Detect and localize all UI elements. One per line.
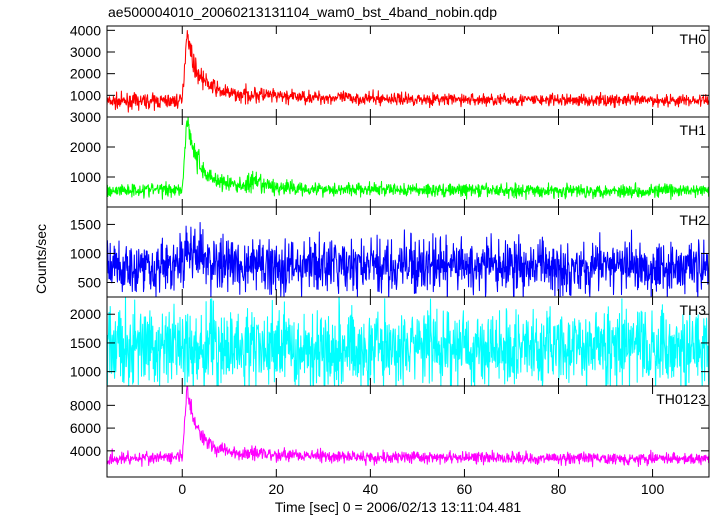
x-axis-label: Time [sec] 0 = 2006/02/13 13:11:04.481: [275, 499, 522, 515]
x-tick-label: 100: [641, 481, 665, 497]
x-tick-label: 40: [363, 481, 379, 497]
y-tick-label: 1500: [70, 335, 101, 351]
panel-th1: 1000 2000 3000 TH1: [70, 109, 710, 208]
panel-label: TH2: [680, 212, 707, 228]
y-tick-label: 500: [78, 274, 102, 290]
y-tick-label: 3000: [70, 109, 101, 125]
panel-th0: 1000 2000 3000 4000 TH0: [70, 22, 710, 118]
y-axis-label: Counts/sec: [33, 224, 49, 294]
series-line-th3: [107, 297, 709, 386]
panel-label: TH0: [680, 31, 707, 47]
y-tick-label: 8000: [70, 397, 101, 413]
panel-label: TH0123: [656, 391, 706, 407]
y-tick-label: 2000: [70, 306, 101, 322]
panel-label: TH1: [680, 122, 707, 138]
y-tick-label: 3000: [70, 44, 101, 60]
panel-th0123: 4000 6000 8000 0 20 40 60 80 100 TH0123: [70, 385, 710, 497]
series-line-th0: [107, 29, 709, 113]
series-line-th2: [107, 221, 709, 297]
x-tick-label: 0: [178, 481, 186, 497]
y-tick-label: 1000: [70, 169, 101, 185]
y-tick-label: 1000: [70, 87, 101, 103]
y-tick-label: 6000: [70, 420, 101, 436]
panel-frame: [106, 385, 710, 478]
y-tick-label: 1500: [70, 216, 101, 232]
y-tick-label: 2000: [70, 139, 101, 155]
panel-stack: 1000200030004000TH0100020003000TH1500100…: [70, 22, 710, 497]
x-tick-label: 80: [551, 481, 567, 497]
y-tick-label: 4000: [70, 443, 101, 459]
y-tick-label: 4000: [70, 22, 101, 38]
x-tick-label: 20: [269, 481, 285, 497]
panel-th3: 1000 1500 2000 TH3: [70, 296, 710, 387]
x-tick-label: 60: [457, 481, 473, 497]
y-tick-label: 1000: [70, 245, 101, 261]
y-tick-label: 2000: [70, 66, 101, 82]
series-line-th0123: [107, 386, 709, 468]
chart-title: ae500004010_20060213131104_wam0_bst_4ban…: [108, 4, 497, 20]
y-tick-label: 1000: [70, 364, 101, 380]
panel-label: TH3: [680, 302, 707, 318]
panel-th2: 500 1000 1500 TH2: [70, 206, 710, 298]
series-line-th1: [107, 117, 709, 201]
